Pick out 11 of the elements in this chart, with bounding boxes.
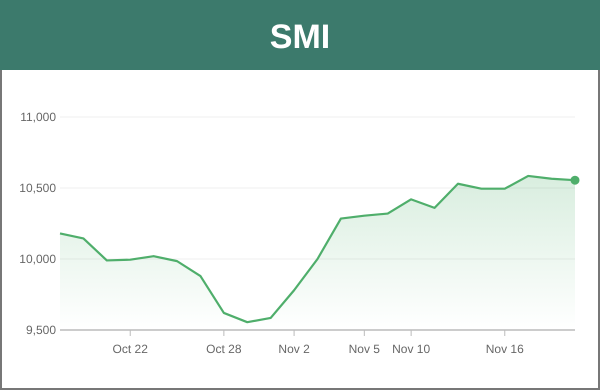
x-tick-label: Nov 10 xyxy=(392,342,430,356)
x-tick-label: Oct 28 xyxy=(206,342,242,356)
x-tick-label: Nov 2 xyxy=(278,342,310,356)
x-tick-label: Nov 16 xyxy=(486,342,524,356)
y-tick-label: 9,500 xyxy=(26,323,56,337)
y-tick-label: 10,500 xyxy=(19,181,56,195)
x-tick-label: Oct 22 xyxy=(112,342,148,356)
chart-title: SMI xyxy=(270,18,330,56)
y-tick-label: 10,000 xyxy=(19,252,56,266)
y-tick-label: 11,000 xyxy=(20,110,56,124)
x-tick-label: Nov 5 xyxy=(348,342,380,356)
